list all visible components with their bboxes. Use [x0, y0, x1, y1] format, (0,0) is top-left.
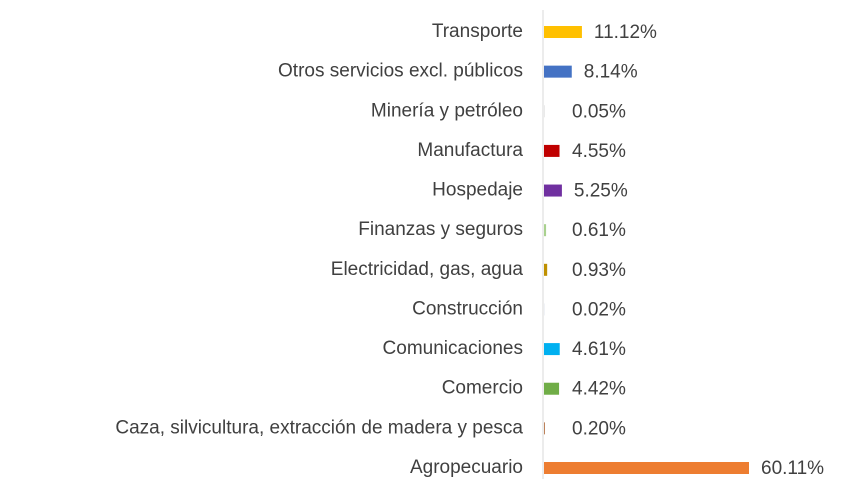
bar	[544, 263, 548, 276]
value-label: 11.12%	[594, 22, 657, 43]
category-label: Agropecuario	[410, 457, 523, 478]
value-label: 0.05%	[572, 101, 626, 122]
value-label: 4.55%	[572, 141, 626, 162]
bar	[544, 224, 547, 237]
value-label: 60.11%	[761, 458, 824, 479]
category-label: Finanzas y seguros	[358, 219, 523, 240]
category-label: Construcción	[412, 298, 523, 319]
value-label: 4.61%	[572, 339, 626, 360]
category-label: Otros servicios excl. públicos	[278, 61, 523, 82]
value-label: 0.61%	[572, 220, 626, 241]
category-label: Comunicaciones	[383, 338, 523, 359]
category-label: Comercio	[442, 378, 523, 399]
category-label: Manufactura	[417, 140, 523, 161]
value-label: 0.02%	[572, 299, 626, 320]
bar	[544, 422, 545, 435]
bar	[544, 343, 560, 356]
category-label: Electricidad, gas, agua	[331, 259, 524, 280]
value-label: 5.25%	[574, 181, 628, 202]
category-label: Hospedaje	[432, 180, 523, 201]
value-label: 8.14%	[584, 62, 638, 83]
category-label: Transporte	[432, 21, 523, 42]
value-label: 0.20%	[572, 418, 626, 439]
value-label: 4.42%	[572, 379, 626, 400]
bar	[544, 65, 572, 78]
bar	[544, 26, 582, 38]
value-label: 0.93%	[572, 260, 626, 281]
category-label: Minería y petróleo	[371, 100, 523, 121]
category-label: Caza, silvicultura, extracción de madera…	[115, 417, 523, 438]
bar	[544, 382, 560, 395]
bar	[544, 144, 560, 157]
bar	[544, 462, 749, 474]
bar	[544, 184, 562, 197]
